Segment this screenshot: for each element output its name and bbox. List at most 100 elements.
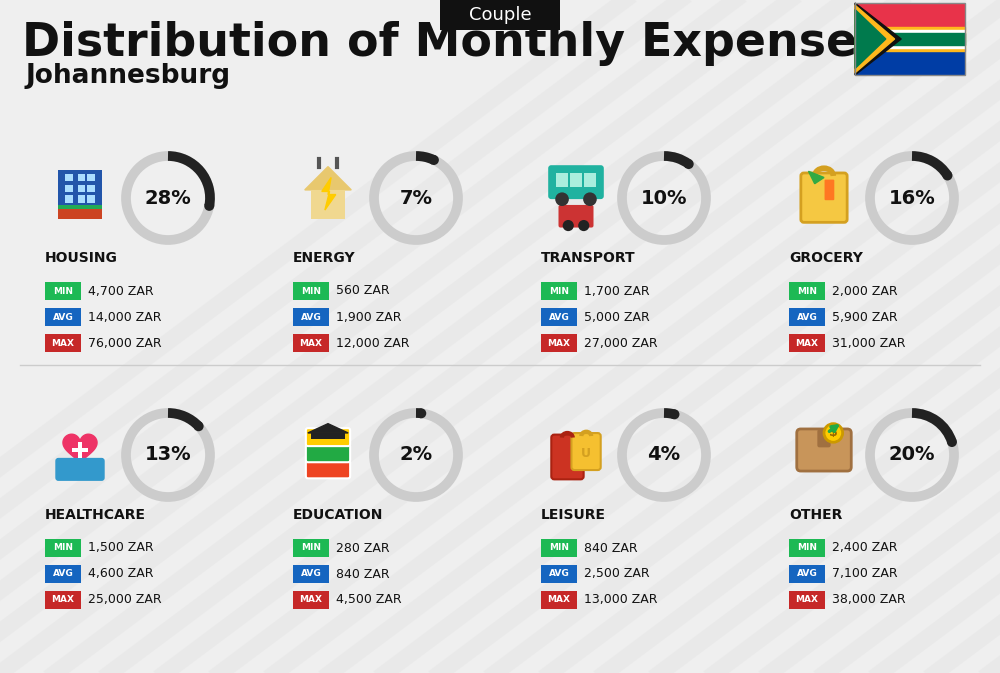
Circle shape (578, 220, 589, 231)
Text: AVG: AVG (797, 569, 817, 579)
Text: AVG: AVG (301, 569, 321, 579)
Text: AVG: AVG (549, 569, 569, 579)
FancyBboxPatch shape (548, 165, 604, 199)
FancyBboxPatch shape (789, 282, 825, 300)
Text: 38,000 ZAR: 38,000 ZAR (832, 594, 906, 606)
Polygon shape (855, 3, 901, 75)
Text: AVG: AVG (301, 312, 321, 322)
Text: $: $ (829, 427, 838, 439)
Text: MIN: MIN (53, 544, 73, 553)
FancyBboxPatch shape (311, 190, 345, 219)
Polygon shape (308, 423, 348, 433)
Circle shape (429, 155, 439, 165)
FancyBboxPatch shape (293, 591, 329, 609)
Polygon shape (886, 28, 965, 50)
Text: 1,500 ZAR: 1,500 ZAR (88, 542, 154, 555)
Text: 4%: 4% (647, 446, 681, 464)
FancyBboxPatch shape (797, 429, 851, 471)
FancyBboxPatch shape (293, 334, 329, 352)
Text: MIN: MIN (797, 287, 817, 295)
Text: MAX: MAX (52, 596, 74, 604)
Text: 20%: 20% (889, 446, 935, 464)
Circle shape (555, 192, 569, 206)
FancyBboxPatch shape (293, 565, 329, 583)
Text: 4,600 ZAR: 4,600 ZAR (88, 567, 154, 581)
Text: MIN: MIN (549, 544, 569, 553)
Text: AVG: AVG (53, 569, 73, 579)
FancyBboxPatch shape (65, 184, 73, 192)
FancyBboxPatch shape (570, 173, 582, 187)
Text: 7%: 7% (400, 188, 432, 207)
Text: 13%: 13% (145, 446, 191, 464)
FancyBboxPatch shape (789, 308, 825, 326)
Text: AVG: AVG (549, 312, 569, 322)
Text: TRANSPORT: TRANSPORT (541, 251, 636, 265)
Text: 16%: 16% (889, 188, 935, 207)
FancyBboxPatch shape (551, 435, 584, 479)
FancyBboxPatch shape (45, 334, 81, 352)
FancyBboxPatch shape (58, 209, 102, 219)
FancyBboxPatch shape (571, 433, 601, 470)
FancyBboxPatch shape (541, 334, 577, 352)
FancyBboxPatch shape (78, 195, 85, 203)
Polygon shape (322, 178, 336, 210)
FancyBboxPatch shape (801, 173, 847, 222)
Text: MAX: MAX (300, 596, 322, 604)
Text: 840 ZAR: 840 ZAR (336, 567, 390, 581)
Text: 2,000 ZAR: 2,000 ZAR (832, 285, 898, 297)
FancyBboxPatch shape (817, 429, 831, 448)
FancyBboxPatch shape (65, 174, 73, 181)
Text: 280 ZAR: 280 ZAR (336, 542, 390, 555)
FancyBboxPatch shape (45, 565, 81, 583)
Text: MIN: MIN (301, 287, 321, 295)
Text: 1,900 ZAR: 1,900 ZAR (336, 310, 402, 324)
Text: 31,000 ZAR: 31,000 ZAR (832, 336, 906, 349)
Text: MIN: MIN (301, 544, 321, 553)
Text: MAX: MAX (796, 339, 818, 347)
Text: 12,000 ZAR: 12,000 ZAR (336, 336, 410, 349)
Circle shape (942, 170, 952, 180)
Text: 2,400 ZAR: 2,400 ZAR (832, 542, 898, 555)
FancyBboxPatch shape (45, 539, 81, 557)
FancyBboxPatch shape (541, 591, 577, 609)
Text: U: U (581, 447, 591, 460)
FancyBboxPatch shape (78, 184, 85, 192)
Text: ENERGY: ENERGY (293, 251, 356, 265)
FancyBboxPatch shape (87, 174, 95, 181)
Text: MIN: MIN (53, 287, 73, 295)
Text: MIN: MIN (797, 544, 817, 553)
Text: 27,000 ZAR: 27,000 ZAR (584, 336, 658, 349)
FancyBboxPatch shape (584, 173, 596, 187)
FancyBboxPatch shape (45, 591, 81, 609)
FancyBboxPatch shape (78, 442, 82, 458)
FancyBboxPatch shape (311, 433, 345, 439)
FancyBboxPatch shape (78, 174, 85, 181)
Text: MAX: MAX (52, 339, 74, 347)
FancyBboxPatch shape (825, 180, 834, 200)
Text: 10%: 10% (641, 188, 687, 207)
Text: 1,700 ZAR: 1,700 ZAR (584, 285, 650, 297)
FancyBboxPatch shape (78, 207, 85, 214)
Text: 5,000 ZAR: 5,000 ZAR (584, 310, 650, 324)
Text: 13,000 ZAR: 13,000 ZAR (584, 594, 658, 606)
FancyBboxPatch shape (58, 170, 102, 219)
FancyBboxPatch shape (855, 3, 965, 39)
Text: EDUCATION: EDUCATION (293, 508, 383, 522)
FancyBboxPatch shape (541, 565, 577, 583)
Text: 840 ZAR: 840 ZAR (584, 542, 638, 555)
FancyBboxPatch shape (789, 334, 825, 352)
FancyBboxPatch shape (306, 460, 350, 479)
FancyBboxPatch shape (541, 539, 577, 557)
FancyBboxPatch shape (440, 0, 560, 30)
Text: 5,900 ZAR: 5,900 ZAR (832, 310, 898, 324)
Polygon shape (888, 30, 965, 48)
FancyBboxPatch shape (556, 173, 568, 187)
Text: MAX: MAX (548, 596, 570, 604)
Circle shape (416, 409, 426, 419)
Text: MAX: MAX (300, 339, 322, 347)
Text: 4,500 ZAR: 4,500 ZAR (336, 594, 402, 606)
Text: 4,700 ZAR: 4,700 ZAR (88, 285, 154, 297)
FancyBboxPatch shape (855, 39, 965, 75)
Text: 560 ZAR: 560 ZAR (336, 285, 390, 297)
Polygon shape (855, 9, 886, 69)
